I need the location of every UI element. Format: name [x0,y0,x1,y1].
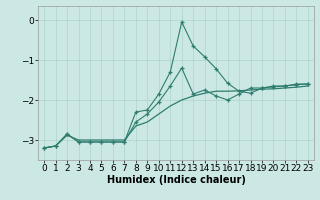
X-axis label: Humidex (Indice chaleur): Humidex (Indice chaleur) [107,175,245,185]
